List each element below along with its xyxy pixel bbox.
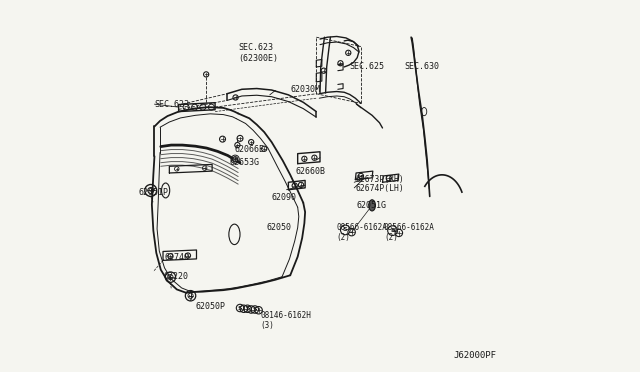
Text: 08146-6162H
(3): 08146-6162H (3) (260, 311, 311, 330)
Text: 62660B: 62660B (296, 167, 326, 176)
Ellipse shape (369, 200, 376, 211)
Text: 62653G: 62653G (230, 158, 260, 167)
Text: 62673P(RH): 62673P(RH) (355, 175, 404, 184)
Circle shape (232, 157, 238, 162)
Text: 62051P: 62051P (138, 188, 168, 197)
Text: 62090: 62090 (271, 193, 297, 202)
Text: SEC.625: SEC.625 (349, 62, 385, 71)
Text: S: S (245, 306, 250, 311)
Text: S: S (237, 305, 243, 311)
Text: S: S (343, 227, 348, 232)
Text: 62674P(LH): 62674P(LH) (355, 185, 404, 193)
Text: J62000PF: J62000PF (454, 351, 497, 360)
Text: 62030M: 62030M (291, 85, 320, 94)
Text: 08566-6162A
(2): 08566-6162A (2) (384, 223, 435, 242)
Text: 62066E: 62066E (234, 145, 264, 154)
Text: SEC.630: SEC.630 (405, 62, 440, 71)
Text: S: S (390, 228, 395, 233)
Text: SEC.623: SEC.623 (154, 100, 189, 109)
Text: 62220: 62220 (163, 272, 188, 280)
Text: S: S (253, 307, 257, 312)
Text: 62050: 62050 (266, 223, 291, 232)
Text: SEC.623
(62300E): SEC.623 (62300E) (238, 43, 278, 62)
Text: 62050P: 62050P (195, 302, 225, 311)
Text: 62051G: 62051G (356, 201, 387, 210)
Text: 08566-6162A
(2): 08566-6162A (2) (337, 223, 388, 242)
Text: 62740: 62740 (164, 253, 189, 262)
